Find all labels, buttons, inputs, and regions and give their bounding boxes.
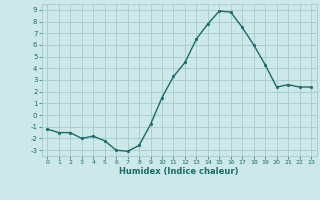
X-axis label: Humidex (Indice chaleur): Humidex (Indice chaleur) [119, 167, 239, 176]
